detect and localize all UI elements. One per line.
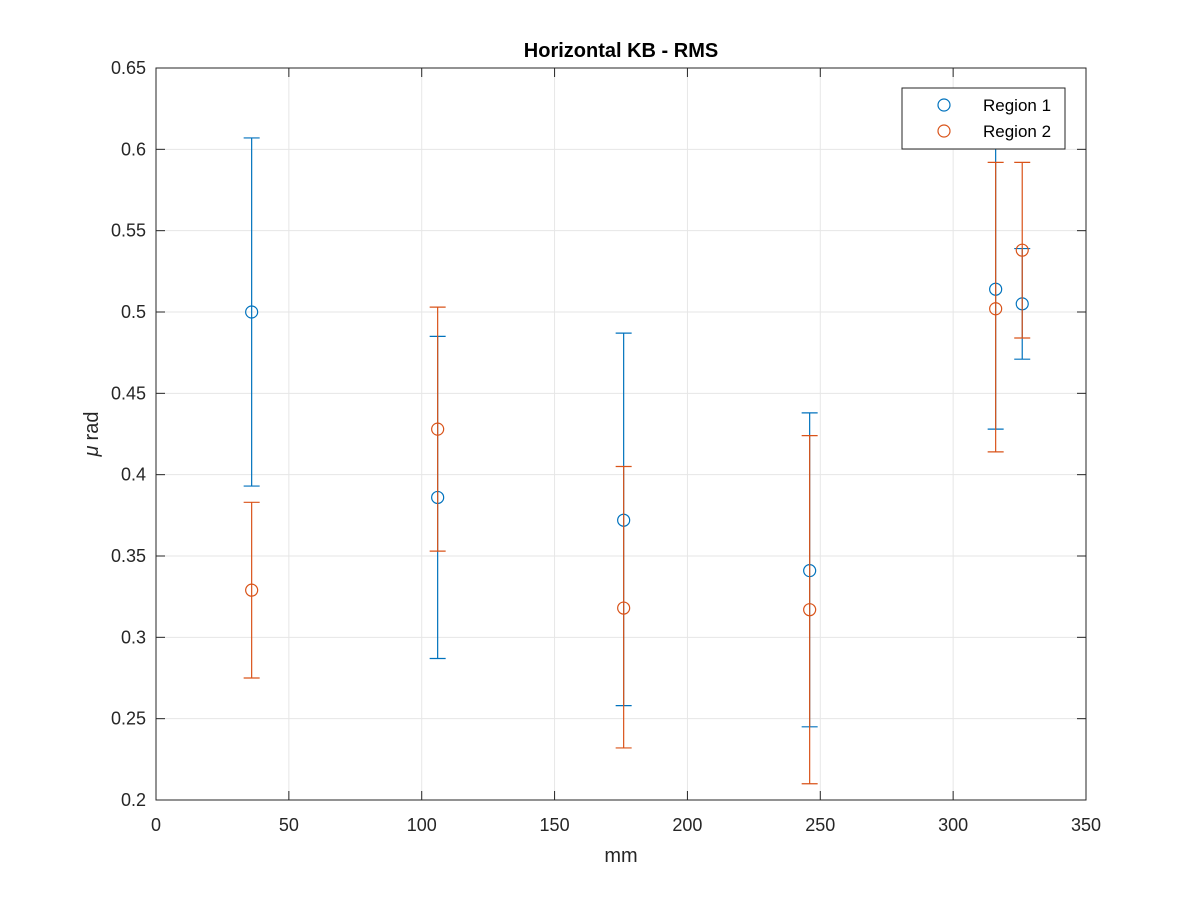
y-tick-label: 0.6 — [121, 139, 146, 159]
ticks — [155, 67, 1087, 801]
x-tick-label: 350 — [1071, 815, 1101, 835]
data-point — [989, 302, 1003, 316]
data-point — [803, 603, 817, 617]
data-point — [431, 422, 445, 436]
x-tick-label: 300 — [938, 815, 968, 835]
data-point — [245, 305, 259, 319]
legend-label-region-2: Region 2 — [983, 122, 1051, 141]
y-tick-label: 0.55 — [111, 221, 146, 241]
legend-label-region-1: Region 1 — [983, 96, 1051, 115]
x-tick-label: 150 — [540, 815, 570, 835]
y-tick-label: 0.45 — [111, 383, 146, 403]
x-tick-label: 0 — [151, 815, 161, 835]
series-region-2 — [243, 161, 1031, 785]
y-tick-label: 0.5 — [121, 302, 146, 322]
y-tick-label: 0.65 — [111, 58, 146, 78]
y-tick-label: 0.4 — [121, 465, 146, 485]
plot-area-border — [155, 67, 1087, 801]
legend[interactable]: Region 1 Region 2 — [901, 87, 1066, 150]
tick-labels: 0 50 100 150 200 250 300 350 0.2 0.25 0.3 0.35 0.4 0.… — [111, 58, 1101, 835]
data-point — [1015, 243, 1029, 257]
y-tick-label: 0.35 — [111, 546, 146, 566]
x-tick-label: 200 — [672, 815, 702, 835]
y-tick-label: 0.3 — [121, 627, 146, 647]
y-axis-label: μ rad — [81, 412, 103, 458]
chart-title: Horizontal KB - RMS — [524, 40, 718, 62]
legend-box — [901, 87, 1066, 150]
x-axis-label: mm — [604, 845, 637, 867]
x-tick-label: 250 — [805, 815, 835, 835]
plot-area-background — [156, 68, 1086, 800]
legend-marker-region-2 — [937, 124, 951, 138]
series-layer — [243, 137, 1031, 785]
data-point — [245, 583, 259, 597]
y-axis-label-unit: rad — [81, 412, 103, 441]
x-tick-label: 50 — [279, 815, 299, 835]
x-tick-label: 100 — [407, 815, 437, 835]
data-point — [617, 601, 631, 615]
y-axis-label-greek: μ — [81, 445, 103, 457]
y-tick-label: 0.2 — [121, 790, 146, 810]
y-tick-label: 0.25 — [111, 709, 146, 729]
legend-marker-region-1 — [937, 98, 951, 112]
